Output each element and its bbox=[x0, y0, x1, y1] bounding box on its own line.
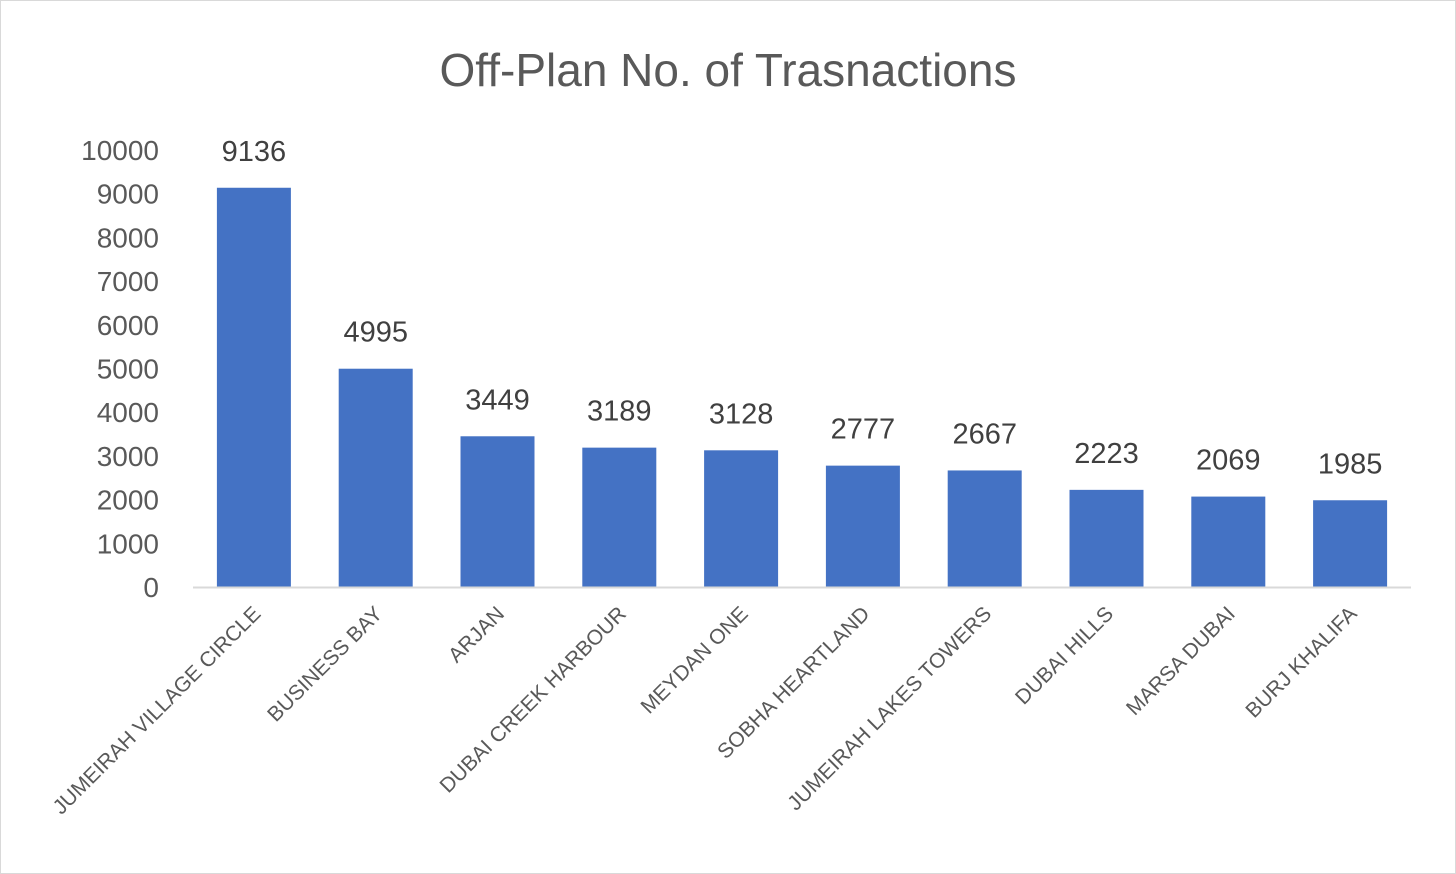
bar bbox=[1191, 496, 1266, 587]
data-labels: 9136 4995 3449 3189 3128 2777 2667 2223 2069 1985 bbox=[222, 136, 1383, 480]
data-label: 2223 bbox=[1074, 438, 1139, 470]
x-tick-label: BUSINESS BAY bbox=[263, 602, 387, 726]
data-label: 3128 bbox=[709, 398, 774, 430]
bar bbox=[216, 187, 291, 587]
x-tick-label: JUMEIRAH VILLAGE CIRCLE bbox=[49, 602, 266, 819]
bars bbox=[216, 187, 1388, 587]
data-label: 2069 bbox=[1196, 445, 1261, 477]
bar bbox=[825, 465, 900, 587]
y-tick-label: 10000 bbox=[81, 135, 159, 166]
y-tick-label: 3000 bbox=[97, 441, 159, 472]
x-tick-label: MEYDAN ONE bbox=[637, 602, 753, 718]
bar bbox=[947, 470, 1022, 587]
bar bbox=[1069, 489, 1144, 587]
bar bbox=[1313, 500, 1388, 587]
data-label: 9136 bbox=[222, 136, 287, 168]
bar bbox=[338, 368, 413, 587]
data-label: 2777 bbox=[831, 414, 896, 446]
bar bbox=[704, 450, 779, 587]
y-tick-label: 8000 bbox=[97, 222, 159, 253]
data-label: 3449 bbox=[465, 384, 530, 416]
y-axis-ticks: 0 1000 2000 3000 4000 5000 6000 7000 8000 9000 100… bbox=[81, 135, 159, 603]
bar bbox=[460, 436, 535, 587]
x-tick-label: BURJ KHALIFA bbox=[1241, 602, 1361, 722]
y-tick-label: 5000 bbox=[97, 354, 159, 385]
y-tick-label: 9000 bbox=[97, 179, 159, 210]
y-tick-label: 1000 bbox=[97, 528, 159, 559]
y-tick-label: 0 bbox=[143, 572, 159, 603]
y-tick-label: 7000 bbox=[97, 266, 159, 297]
data-label: 3189 bbox=[587, 396, 652, 428]
y-tick-label: 2000 bbox=[97, 485, 159, 516]
x-tick-label: MARSA DUBAI bbox=[1122, 602, 1240, 720]
bar bbox=[582, 447, 657, 587]
data-label: 4995 bbox=[343, 317, 408, 349]
data-label: 2667 bbox=[952, 418, 1017, 450]
x-tick-label: DUBAI HILLS bbox=[1011, 602, 1118, 709]
x-tick-label: JUMEIRAH LAKES TOWERS bbox=[783, 602, 996, 815]
chart-title: Off-Plan No. of Trasnactions bbox=[440, 44, 1017, 96]
x-tick-label: ARJAN bbox=[444, 602, 509, 667]
y-tick-label: 4000 bbox=[97, 397, 159, 428]
data-label: 1985 bbox=[1318, 448, 1383, 480]
y-tick-label: 6000 bbox=[97, 310, 159, 341]
